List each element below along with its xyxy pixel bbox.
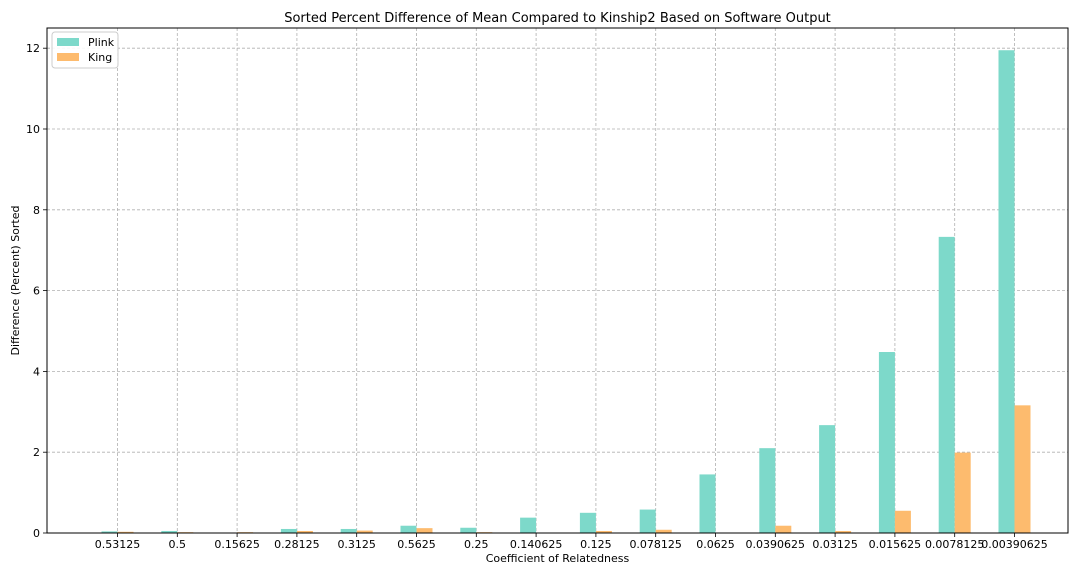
legend-swatch-king <box>57 53 79 61</box>
x-tick-label: 0.25 <box>464 538 489 551</box>
bar-plink <box>280 528 297 533</box>
y-axis-label: Difference (Percent) Sorted <box>9 206 22 356</box>
legend-swatch-plink <box>57 38 79 46</box>
bar-plink <box>878 352 895 533</box>
y-tick-label: 6 <box>33 285 40 298</box>
bar-plink <box>639 509 656 533</box>
x-tick-label: 0.3125 <box>337 538 376 551</box>
bar-plink <box>400 525 417 533</box>
bar-plink <box>819 425 836 533</box>
bar-plink <box>579 512 596 533</box>
x-tick-label: 0.0078125 <box>925 538 985 551</box>
x-tick-label: 0.15625 <box>214 538 260 551</box>
bar-plink <box>460 527 477 533</box>
x-tick-label: 0.140625 <box>510 538 563 551</box>
bar-plink <box>699 474 716 533</box>
y-tick-label: 12 <box>26 42 40 55</box>
bar-king <box>835 530 852 533</box>
y-tick-label: 10 <box>26 123 40 136</box>
x-tick-label: 0.078125 <box>629 538 682 551</box>
chart-title: Sorted Percent Difference of Mean Compar… <box>284 11 831 26</box>
bar-plink <box>101 531 118 533</box>
x-tick-label: 0.015625 <box>869 538 922 551</box>
legend-label-plink: Plink <box>88 36 115 49</box>
bar-plink <box>161 530 178 533</box>
legend-label-king: King <box>88 51 112 64</box>
x-tick-label: 0.0625 <box>696 538 735 551</box>
bar-king <box>954 452 971 533</box>
bar-plink <box>759 448 776 533</box>
legend: Plink King <box>51 31 119 69</box>
plot-frame <box>46 27 1069 534</box>
bar-king <box>1014 405 1031 533</box>
x-tick-label: 0.53125 <box>95 538 141 551</box>
bar-king <box>356 530 373 533</box>
bar-plink <box>520 517 537 533</box>
x-tick-label: 0.5625 <box>397 538 436 551</box>
y-axis: 0 2 4 6 8 10 12 <box>26 42 47 540</box>
bar-king <box>595 530 612 533</box>
y-tick-label: 0 <box>33 527 40 540</box>
bar-plink <box>340 528 357 533</box>
bars <box>101 50 1031 534</box>
bar-king <box>775 525 792 533</box>
bar-king <box>655 529 672 533</box>
y-tick-label: 2 <box>33 446 40 459</box>
x-tick-label: 0.5 <box>169 538 187 551</box>
bar-king <box>894 510 911 533</box>
x-tick-label: 0.00390625 <box>981 538 1047 551</box>
x-tick-label: 0.0390625 <box>746 538 806 551</box>
bar-plink <box>938 236 955 534</box>
x-axis: 0.53125 0.5 0.15625 0.28125 0.3125 0.5625 0.25… <box>95 533 1048 551</box>
bar-king <box>416 528 433 533</box>
bar-king <box>117 531 134 533</box>
y-tick-label: 4 <box>33 365 40 378</box>
y-tick-label: 8 <box>33 204 40 217</box>
x-axis-label: Coefficient of Relatedness <box>486 552 630 565</box>
bar-plink <box>998 50 1015 533</box>
x-tick-label: 0.28125 <box>274 538 320 551</box>
bar-king <box>296 530 313 533</box>
x-tick-label: 0.125 <box>580 538 612 551</box>
grid <box>47 28 1068 534</box>
x-tick-label: 0.03125 <box>812 538 858 551</box>
